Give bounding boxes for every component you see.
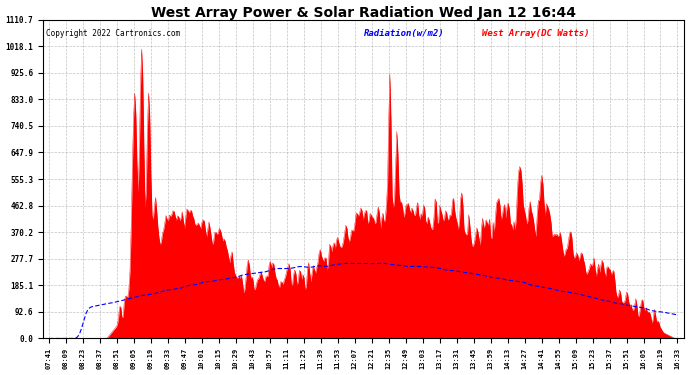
Text: Copyright 2022 Cartronics.com: Copyright 2022 Cartronics.com	[46, 29, 180, 38]
Text: Radiation(w/m2): Radiation(w/m2)	[364, 29, 444, 38]
Title: West Array Power & Solar Radiation Wed Jan 12 16:44: West Array Power & Solar Radiation Wed J…	[151, 6, 576, 20]
Text: West Array(DC Watts): West Array(DC Watts)	[482, 29, 590, 38]
